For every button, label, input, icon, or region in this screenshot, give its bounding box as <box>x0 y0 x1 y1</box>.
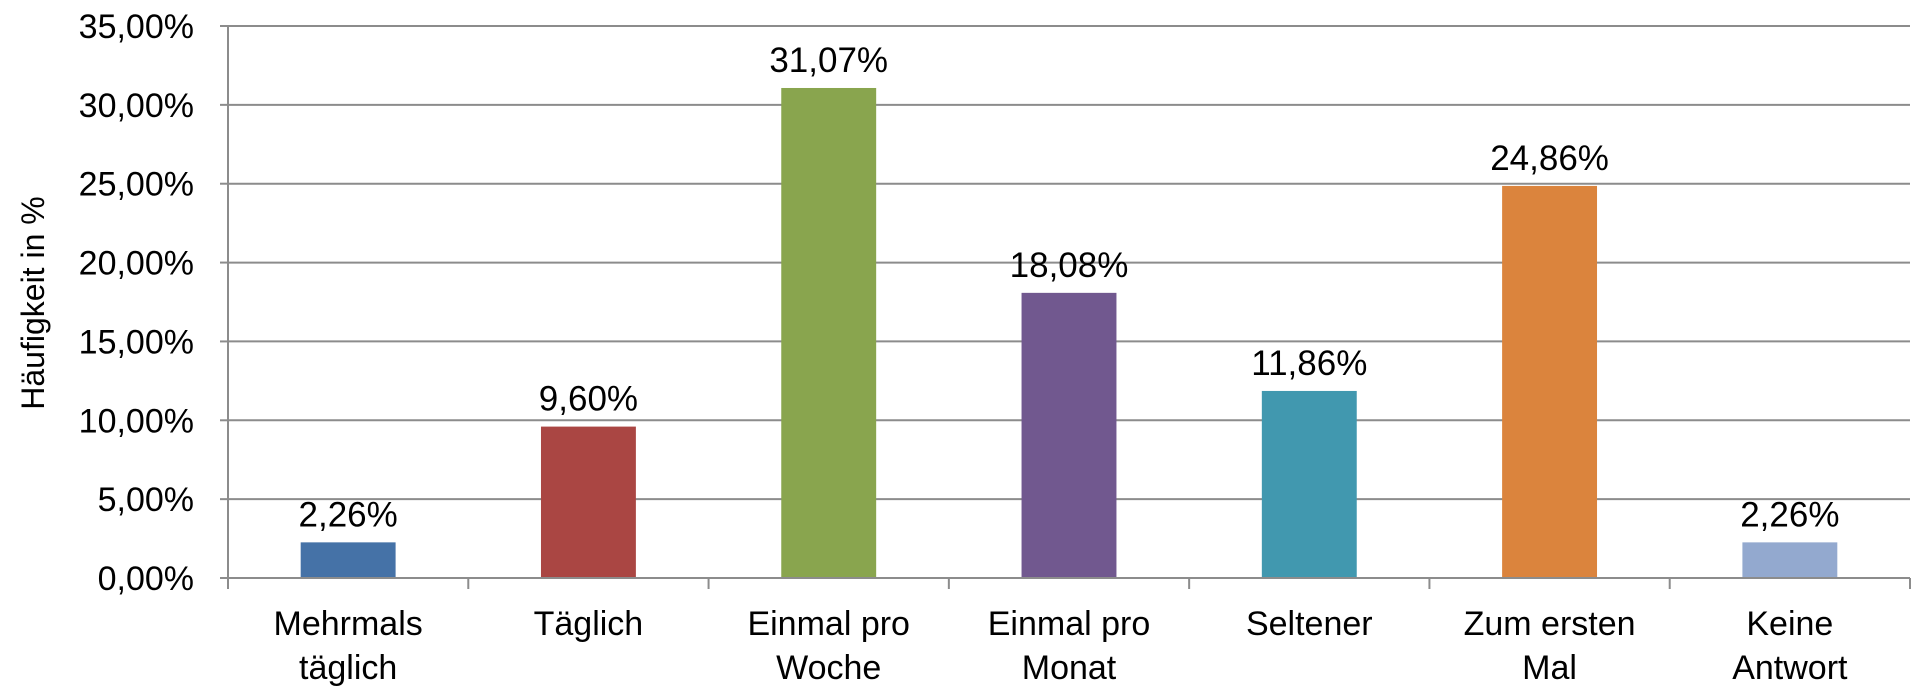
bar <box>1502 185 1598 578</box>
data-label: 31,07% <box>769 41 888 80</box>
category-label: Mehrmals täglich <box>274 605 423 687</box>
y-tick-label: 10,00% <box>79 402 194 440</box>
bar <box>781 87 877 578</box>
category-label: Einmal pro Monat <box>988 605 1151 687</box>
y-tick-label: 20,00% <box>79 245 194 283</box>
bar <box>1021 292 1117 578</box>
category-label: Keine Antwort <box>1732 605 1848 687</box>
data-label: 18,08% <box>1010 246 1129 285</box>
labels: 0,00% 5,00% 10,00% 15,00% 20,00% 25,00% 30,00%… <box>79 8 1848 687</box>
data-label: 11,86% <box>1251 344 1367 383</box>
category-label: Einmal pro Woche <box>747 605 910 687</box>
data-label: 2,26% <box>299 495 398 534</box>
data-label: 24,86% <box>1490 139 1609 178</box>
bar <box>1742 542 1838 578</box>
y-tick-label: 15,00% <box>79 323 194 361</box>
y-axis-title: Häufigkeit in % <box>15 196 51 409</box>
y-tick-label: 25,00% <box>79 166 194 204</box>
bar <box>300 542 396 578</box>
category-label: Täglich <box>534 605 644 643</box>
category-label: Zum ersten Mal <box>1464 605 1636 687</box>
axes <box>220 25 1911 589</box>
category-label: Seltener <box>1246 605 1373 643</box>
bar <box>540 426 636 578</box>
y-tick-label: 30,00% <box>79 87 194 125</box>
bars <box>300 87 1838 578</box>
data-label: 9,60% <box>539 380 638 419</box>
y-tick-label: 35,00% <box>79 8 194 46</box>
y-tick-label: 5,00% <box>98 481 194 519</box>
bar <box>1261 390 1357 578</box>
y-tick-label: 0,00% <box>98 560 194 598</box>
data-label: 2,26% <box>1740 495 1839 534</box>
